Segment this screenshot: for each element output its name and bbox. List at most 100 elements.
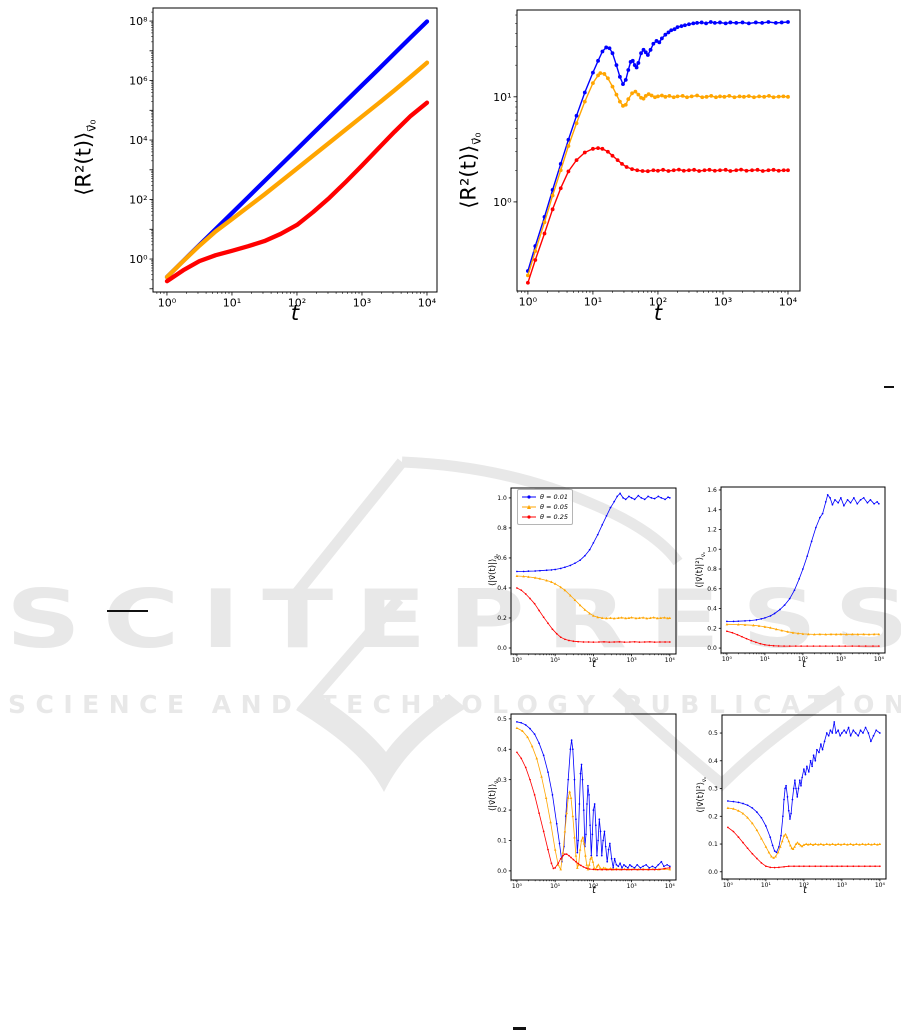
legend-marker-icon: [522, 504, 536, 509]
y-axis-label-subscript: v⃗₀: [700, 552, 707, 557]
y-axis-label-msd-free: ⟨R²(t)⟩v⃗₀: [70, 88, 99, 228]
legend-entry-label: θ = 0.01: [540, 493, 569, 501]
svg-text:10³: 10³: [627, 657, 638, 664]
dash-mark-left: [107, 610, 148, 612]
svg-text:0.1: 0.1: [497, 838, 507, 845]
plot-mean-speed-squared-deterministic: 10⁰ 10¹ 10² 10³ 10⁴ 0.0 0.1 0.2 0.3 0.4 0.5: [690, 695, 901, 900]
mean-speed-squared-noise-chart: 10⁰ 10¹ 10² 10³ 10⁴ 0.0 0.2 0.4 0.6 0.8 1.0 1.2 1.4 1…: [707, 486, 886, 663]
svg-text:0.2: 0.2: [497, 615, 507, 622]
msd-free-chart: 10⁰ 10¹ 10² 10³ 10⁴ 10⁰ 10² 10⁴ 10⁶ 10⁸: [129, 7, 438, 310]
svg-text:10⁴: 10⁴: [779, 296, 798, 309]
watermark-logo-text: SCITEPRESS: [6, 573, 901, 666]
svg-text:0.5: 0.5: [708, 730, 718, 737]
y-axis-label-text: ⟨|v⃗(t)|²⟩: [696, 781, 707, 813]
svg-text:0.8: 0.8: [707, 566, 717, 573]
mean-speed-noise-chart: 10⁰ 10¹ 10² 10³ 10⁴ 0.0 0.2 0.4 0.6 0.8 1.0: [497, 487, 677, 664]
x-axis-label-mean-speed-deterministic: t: [592, 885, 596, 896]
svg-text:0.5: 0.5: [497, 716, 507, 723]
svg-text:10¹: 10¹: [493, 91, 511, 104]
svg-text:10¹: 10¹: [760, 656, 771, 663]
svg-text:0.0: 0.0: [497, 868, 507, 875]
plot-msd-free: 10⁰ 10¹ 10² 10³ 10⁴ 10⁰ 10² 10⁴ 10⁶ 10⁸: [60, 0, 455, 330]
watermark-tagline-text: SCIENCE AND TECHNOLOGY PUBLICATIONS: [8, 690, 901, 719]
svg-text:0.2: 0.2: [707, 625, 717, 632]
svg-text:10²: 10²: [288, 297, 306, 310]
svg-text:10²: 10²: [588, 657, 599, 664]
y-axis-label-text: ⟨|v⃗(t)|⟩: [488, 783, 499, 812]
x-axis-label-mean-speed-noise: t: [592, 659, 596, 670]
svg-text:0.4: 0.4: [707, 606, 717, 613]
svg-text:1.4: 1.4: [707, 507, 717, 514]
svg-text:0.3: 0.3: [708, 786, 718, 793]
dash-mark-right: [884, 386, 894, 388]
svg-text:0.8: 0.8: [497, 525, 507, 532]
y-axis-label-subscript: v⃗₀: [493, 778, 500, 784]
svg-text:1.2: 1.2: [707, 527, 717, 534]
legend-entry: θ = 0.05: [521, 502, 568, 512]
svg-text:10¹: 10¹: [223, 297, 241, 310]
x-axis-label-msd-confined: t: [653, 301, 663, 325]
plot-mean-speed-noise: 10⁰ 10¹ 10² 10³ 10⁴ 0.0 0.2 0.4 0.6 0.8 1.0: [480, 470, 680, 670]
svg-text:10³: 10³: [627, 883, 638, 890]
mean-speed-deterministic-chart: 10⁰ 10¹ 10² 10³ 10⁴ 0.0 0.1 0.2 0.3 0.4 0.5: [497, 713, 677, 890]
y-axis-label-msd-confined: ⟨R²(t)⟩v⃗₀: [455, 101, 484, 241]
svg-text:10⁴: 10⁴: [665, 657, 676, 664]
y-axis-label-mean-speed-squared-noise: ⟨|v⃗(t)|²⟩v⃗₀: [695, 520, 707, 620]
svg-text:10³: 10³: [353, 297, 371, 310]
y-axis-label-mean-speed-deterministic: ⟨|v⃗(t)|⟩v⃗₀: [488, 745, 500, 845]
y-axis-label-subscript: v⃗₀: [469, 132, 484, 145]
svg-text:0.2: 0.2: [708, 813, 718, 820]
legend-entry: θ = 0.25: [521, 512, 568, 522]
svg-text:1.0: 1.0: [707, 546, 717, 553]
plot-msd-confined: 10⁰ 10¹ 10² 10³ 10⁴ 10⁰ 10¹: [455, 0, 901, 330]
svg-text:10⁰: 10⁰: [722, 656, 733, 663]
svg-text:10⁴: 10⁴: [418, 297, 437, 310]
msd-confined-chart: 10⁰ 10¹ 10² 10³ 10⁴ 10⁰ 10¹: [493, 9, 801, 309]
svg-text:0.4: 0.4: [708, 758, 718, 765]
svg-text:10⁰: 10⁰: [493, 196, 512, 209]
legend-entry-label: θ = 0.05: [540, 503, 569, 511]
svg-text:0.1: 0.1: [708, 841, 718, 848]
svg-text:0.0: 0.0: [708, 869, 718, 876]
svg-text:0.2: 0.2: [497, 807, 507, 814]
svg-text:10⁰: 10⁰: [723, 882, 734, 889]
legend-entry: θ = 0.01: [521, 492, 568, 502]
svg-text:10⁰: 10⁰: [519, 296, 538, 309]
svg-text:10³: 10³: [714, 296, 732, 309]
svg-text:10¹: 10¹: [550, 657, 561, 664]
svg-text:10²: 10²: [798, 656, 809, 663]
svg-text:0.0: 0.0: [707, 645, 717, 652]
y-axis-label-text: ⟨R²(t)⟩: [456, 144, 481, 209]
svg-text:10⁴: 10⁴: [665, 883, 676, 890]
y-axis-label-subscript: v⃗₀: [84, 119, 99, 132]
y-axis-label-mean-speed-squared-deterministic: ⟨|v⃗(t)|²⟩v⃗₀: [696, 745, 708, 845]
plot-mean-speed-deterministic: 10⁰ 10¹ 10² 10³ 10⁴ 0.0 0.1 0.2 0.3 0.4 0.5: [480, 695, 680, 900]
svg-text:0.3: 0.3: [497, 777, 507, 784]
y-axis-label-text: ⟨R²(t)⟩: [71, 131, 96, 196]
svg-text:1.6: 1.6: [707, 487, 717, 494]
svg-text:10⁴: 10⁴: [874, 656, 885, 663]
svg-text:1.0: 1.0: [497, 495, 507, 502]
svg-text:10²: 10²: [588, 883, 599, 890]
plot-mean-speed-squared-noise: 10⁰ 10¹ 10² 10³ 10⁴ 0.0 0.2 0.4 0.6 0.8 1.0 1.2 1.4 1…: [690, 470, 901, 670]
mean-speed-squared-deterministic-chart: 10⁰ 10¹ 10² 10³ 10⁴ 0.0 0.1 0.2 0.3 0.4 0.5: [708, 714, 887, 889]
y-axis-label-text: ⟨|v⃗(t)|⟩: [488, 558, 499, 587]
y-axis-label-subscript: v⃗₀: [493, 553, 500, 559]
legend: θ = 0.01 θ = 0.05 θ = 0.25: [517, 489, 574, 525]
svg-text:10⁴: 10⁴: [875, 882, 886, 889]
svg-text:10¹: 10¹: [584, 296, 602, 309]
svg-text:10⁰: 10⁰: [129, 253, 148, 266]
y-axis-label-text: ⟨|v⃗(t)|²⟩: [695, 556, 706, 588]
svg-text:10³: 10³: [836, 656, 847, 663]
svg-text:0.4: 0.4: [497, 585, 507, 592]
svg-text:10⁰: 10⁰: [512, 657, 523, 664]
svg-text:10⁶: 10⁶: [129, 75, 148, 88]
y-axis-label-mean-speed-noise: ⟨|v⃗(t)|⟩v⃗₀: [488, 520, 500, 620]
svg-text:0.6: 0.6: [497, 555, 507, 562]
legend-marker-icon: [522, 495, 536, 499]
y-axis-label-subscript: v⃗₀: [701, 777, 708, 782]
legend-marker-icon: [522, 515, 536, 519]
svg-text:10²: 10²: [129, 194, 147, 207]
